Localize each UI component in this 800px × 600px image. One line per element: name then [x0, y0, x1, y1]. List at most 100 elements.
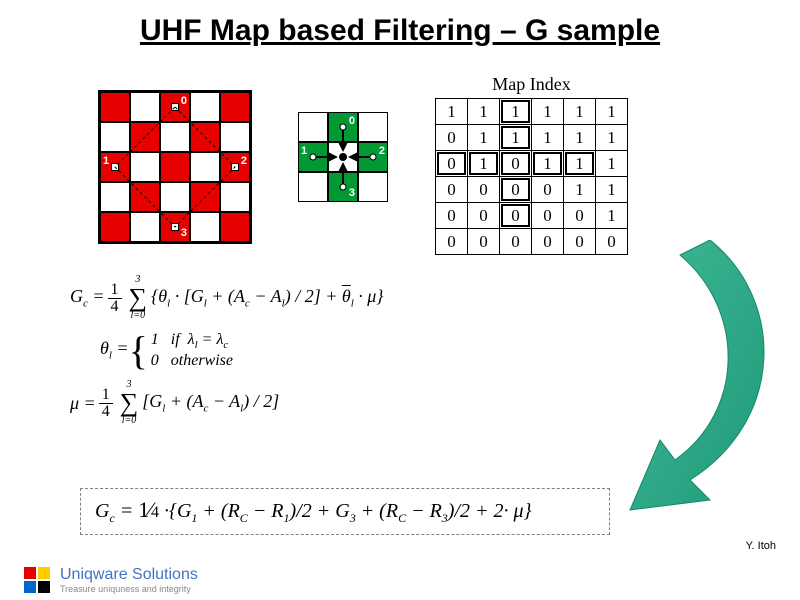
checker-marker-label: 1 — [103, 155, 109, 167]
greencross-node-dot — [340, 184, 347, 191]
mapindex-cell: 0 — [564, 203, 596, 229]
checker-marker — [171, 103, 179, 111]
mapindex-cell: 1 — [596, 203, 628, 229]
mapindex-cell: 1 — [468, 125, 500, 151]
checker-marker-label: 0 — [181, 95, 187, 107]
mapindex-cell: 1 — [564, 125, 596, 151]
checker-marker — [231, 163, 239, 171]
greencross-cell: 0 — [328, 112, 358, 142]
checker-cell — [130, 182, 160, 212]
mapindex-cell: 1 — [500, 125, 532, 151]
mapindex-cell: 1 — [564, 99, 596, 125]
checker-cell — [190, 212, 220, 242]
mapindex-highlight — [501, 204, 530, 227]
result-equation-box: Gc = 1⁄4 ·{G1 + (RC − R1)/2 + G3 + (RC −… — [80, 488, 610, 535]
checker-cell — [130, 92, 160, 122]
greencross-node-label: 0 — [349, 115, 355, 127]
mapindex-highlight — [501, 178, 530, 201]
greencross-cell — [358, 112, 388, 142]
mapindex-cell: 1 — [596, 151, 628, 177]
mapindex-cell: 1 — [564, 177, 596, 203]
mapindex-cell: 1 — [596, 99, 628, 125]
mapindex-cell: 1 — [468, 151, 500, 177]
checker-marker-label: 3 — [181, 227, 187, 239]
checker-cell — [100, 122, 130, 152]
mapindex-cell: 1 — [500, 99, 532, 125]
greencross-node-dot — [310, 154, 317, 161]
checker-cell — [190, 122, 220, 152]
checker-marker-label: 2 — [241, 155, 247, 167]
checker-cell — [130, 122, 160, 152]
checker-cell — [220, 212, 250, 242]
checker-cell — [130, 212, 160, 242]
greencross-cell: 1 — [298, 142, 328, 172]
checker-cell — [160, 152, 190, 182]
checker-cell — [190, 182, 220, 212]
greencross-node-dot — [340, 124, 347, 131]
mapindex-highlight — [501, 152, 530, 175]
mapindex-highlight — [437, 152, 466, 175]
mapindex-cell: 1 — [564, 151, 596, 177]
mapindex-highlight — [501, 126, 530, 149]
greencross-cell — [328, 142, 358, 172]
mapindex-block: Map Index 111111011111010111000011000001… — [435, 74, 628, 255]
mapindex-cell: 0 — [500, 203, 532, 229]
checker-cell — [160, 182, 190, 212]
greencross-cell: 2 — [358, 142, 388, 172]
checker-cell — [100, 212, 130, 242]
checker-cell — [190, 152, 220, 182]
equation-mu: μ = 14 3∑l=0 [Gl + (Ac − Al) / 2] — [70, 380, 384, 426]
mapindex-cell: 0 — [436, 203, 468, 229]
company-name: Uniqware Solutions — [60, 566, 198, 584]
mapindex-cell: 1 — [468, 99, 500, 125]
checker-cell: 0 — [160, 92, 190, 122]
greencross-node-label: 2 — [379, 145, 385, 157]
greencross-node-dot — [370, 154, 377, 161]
slide-title: UHF Map based Filtering – G sample — [0, 0, 800, 48]
checker-marker — [111, 163, 119, 171]
curved-arrow — [560, 240, 790, 530]
mapindex-cell: 1 — [596, 125, 628, 151]
checker-marker — [171, 223, 179, 231]
checker-cell — [100, 92, 130, 122]
mapindex-cell: 0 — [436, 125, 468, 151]
mapindex-cell: 0 — [468, 203, 500, 229]
greencross-grid: 0 1 2 3 — [298, 112, 388, 202]
greencross-node-label: 1 — [301, 145, 307, 157]
mapindex-cell: 0 — [436, 229, 468, 255]
mapindex-cell: 0 — [468, 177, 500, 203]
checker-cell — [190, 92, 220, 122]
mapindex-cell: 0 — [500, 229, 532, 255]
footer: Uniqware Solutions Treasure uniquness an… — [0, 560, 800, 600]
mapindex-highlight — [469, 152, 498, 175]
mapindex-cell: 0 — [436, 177, 468, 203]
greencross-cell — [298, 112, 328, 142]
checker-cell: 3 — [160, 212, 190, 242]
greencross-cell — [298, 172, 328, 202]
mapindex-cell: 1 — [532, 125, 564, 151]
attribution-text: Y. Itoh — [746, 540, 776, 552]
mapindex-cell: 1 — [532, 99, 564, 125]
mapindex-table: 111111011111010111000011000001000000 — [435, 98, 628, 255]
mapindex-cell: 0 — [532, 229, 564, 255]
mapindex-cell: 0 — [436, 151, 468, 177]
checker-cell: 1 — [100, 152, 130, 182]
mapindex-cell: 0 — [532, 203, 564, 229]
mapindex-highlight — [533, 152, 562, 175]
checker-cell — [220, 182, 250, 212]
greencross-cell: 3 — [328, 172, 358, 202]
greencross-cell — [358, 172, 388, 202]
mapindex-highlight — [501, 100, 530, 123]
checker-cell — [130, 152, 160, 182]
checkerboard-grid: 0 1 2 3 — [100, 92, 250, 242]
mapindex-cell: 1 — [532, 151, 564, 177]
greencross-center-dot — [339, 153, 347, 161]
checkerboard-diagram: 0 1 2 3 — [98, 90, 252, 244]
greencross-node-label: 3 — [349, 187, 355, 199]
equation-theta: θl = { 1 if λl = λc 0 otherwise — [70, 331, 384, 370]
footer-text: Uniqware Solutions Treasure uniquness an… — [60, 566, 198, 594]
checker-cell: 2 — [220, 152, 250, 182]
equation-gc: Gc = 14 3∑l=0 {θl · [Gl + (Ac − Al) / 2]… — [70, 275, 384, 321]
mapindex-cell: 1 — [596, 177, 628, 203]
mapindex-cell: 0 — [500, 177, 532, 203]
